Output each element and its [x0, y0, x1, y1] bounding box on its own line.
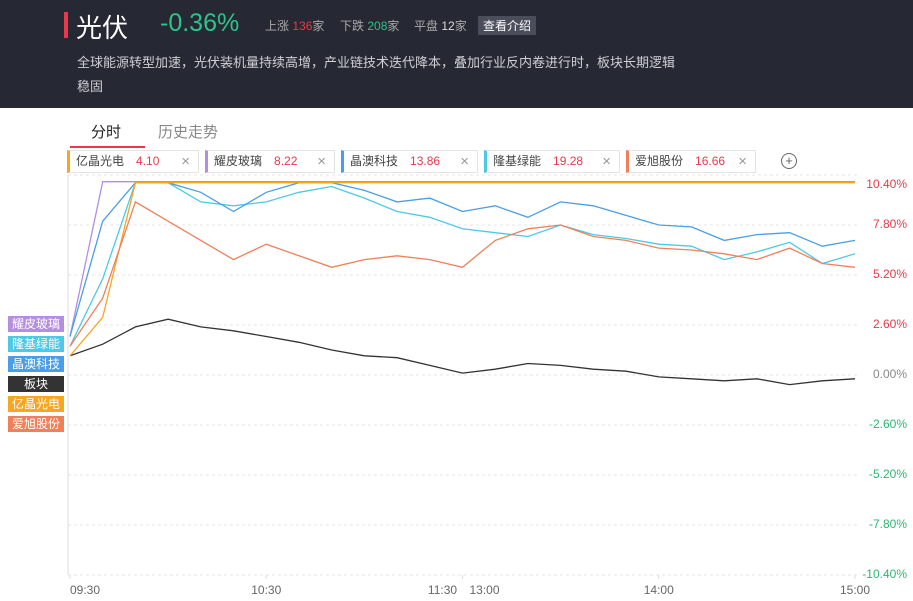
series-line — [69, 182, 856, 347]
x-tick-label: 13:00 — [469, 583, 499, 597]
stock-price: 19.28 — [553, 154, 584, 168]
tab[interactable]: 历史走势 — [158, 124, 219, 141]
count: 136 — [292, 19, 313, 33]
stock-price: 16.66 — [695, 154, 726, 168]
title: 光伏 — [76, 13, 129, 43]
count: 12 — [441, 19, 455, 33]
unit: 家 — [454, 19, 467, 33]
legend-label: 耀皮玻璃 — [12, 317, 60, 331]
x-tick-label: 10:30 — [251, 583, 281, 597]
count: 208 — [367, 19, 388, 33]
label: 上涨 — [265, 19, 290, 33]
intro-button[interactable]: 查看介绍 — [478, 16, 537, 35]
stock-price: 4.10 — [136, 154, 160, 168]
legend-tag — [8, 356, 64, 372]
series-line — [69, 200, 856, 347]
y-tick-label: -5.20% — [869, 467, 907, 481]
legend-tag — [8, 336, 64, 352]
legend-tag — [8, 316, 64, 332]
close-button[interactable]: × — [460, 153, 469, 170]
stock-chip: 耀皮玻璃 8.22 × — [205, 150, 335, 173]
close-button[interactable]: × — [602, 153, 611, 170]
unit: 家 — [312, 19, 325, 33]
stock-name: 晶澳科技 — [350, 154, 399, 168]
y-tick-label: 10.40% — [866, 177, 907, 191]
label: 下跌 — [340, 19, 365, 33]
stock-name: 爱旭股份 — [635, 154, 684, 168]
legend-label: 板块 — [24, 377, 48, 391]
label: 平盘 — [414, 19, 439, 33]
legend-tag — [8, 416, 64, 432]
down-stat: 下跌 208家 — [340, 17, 399, 34]
flat-stat: 平盘 12家 — [414, 17, 467, 34]
x-tick-label: 14:00 — [644, 583, 674, 597]
accent-bar — [64, 12, 68, 38]
stock-price: 8.22 — [274, 154, 298, 168]
legend-tag — [8, 396, 64, 412]
tab-active[interactable]: 分时 — [91, 124, 122, 141]
add-button[interactable]: + — [781, 153, 797, 169]
y-tick-label: 7.80% — [873, 217, 907, 231]
y-tick-label: 5.20% — [873, 267, 907, 281]
legend-tag — [8, 376, 64, 392]
series-line — [69, 182, 856, 337]
close-button[interactable]: × — [317, 153, 326, 170]
change: -0.36% — [160, 9, 240, 37]
series-line — [69, 318, 856, 386]
tab-underline — [70, 146, 145, 148]
stock-name: 隆基绿能 — [493, 154, 542, 168]
y-tick-label: -2.60% — [869, 417, 907, 431]
legend-label: 晶澳科技 — [12, 357, 60, 371]
unit: 家 — [387, 19, 400, 33]
legend-label: 隆基绿能 — [12, 336, 60, 351]
y-tick-label: 2.60% — [873, 317, 907, 331]
x-tick-label: 15:00 — [840, 583, 870, 597]
stock-chip: 亿晶光电 4.10 × — [67, 150, 199, 173]
x-tick-label: 09:30 — [70, 583, 100, 597]
stock-chip: 晶澳科技 13.86 × — [341, 150, 478, 173]
legend-label: 亿晶光电 — [12, 396, 60, 411]
series-line — [69, 182, 855, 357]
up-stat: 上涨 136家 — [265, 17, 324, 34]
close-button[interactable]: × — [738, 153, 747, 170]
header: 光伏 -0.36% 上涨 136家 下跌 208家 平盘 12家 查看介绍 全球… — [0, 0, 913, 108]
stock-price: 13.86 — [410, 154, 441, 168]
stock-chip: 爱旭股份 16.66 × — [626, 150, 756, 173]
series-line — [69, 181, 855, 337]
stock-name: 耀皮玻璃 — [214, 154, 263, 168]
description: 全球能源转型加速，光伏装机量持续高增，产业链技术迭代降本，叠加行业反内卷进行时，… — [77, 55, 676, 94]
y-tick-label: -7.80% — [869, 517, 907, 531]
y-tick-label: -10.40% — [862, 567, 907, 581]
stock-name: 亿晶光电 — [76, 154, 125, 168]
stock-chip: 隆基绿能 19.28 × — [484, 150, 620, 173]
close-button[interactable]: × — [181, 153, 190, 170]
x-tick-label: 11:30 — [428, 583, 457, 597]
y-tick-label: 0.00% — [873, 367, 907, 381]
legend-label: 爱旭股份 — [12, 417, 60, 431]
